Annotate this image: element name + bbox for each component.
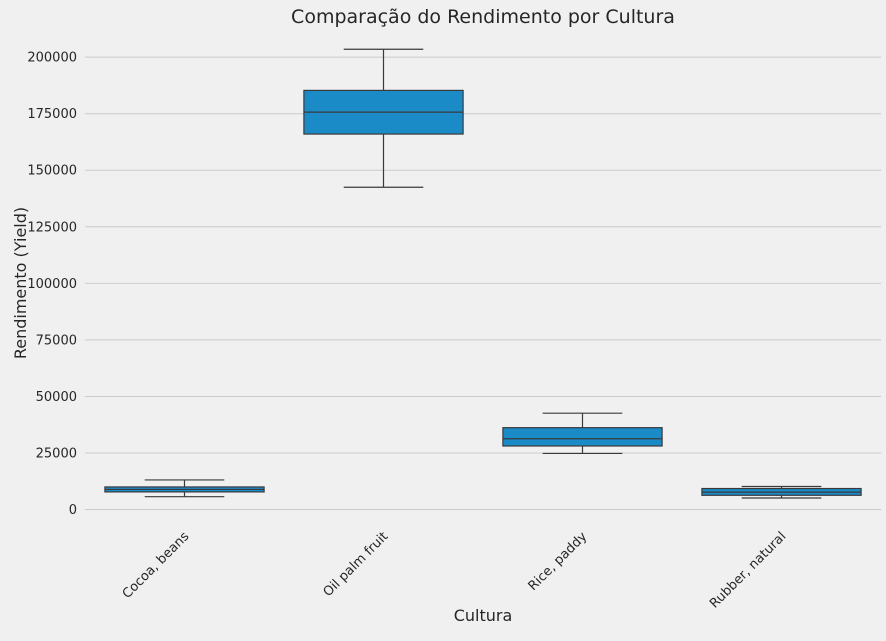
y-axis-title: Rendimento (Yield) bbox=[11, 207, 30, 359]
y-tick-labels: 0 25000 50000 75000 100000 125000 150000 175000… bbox=[27, 51, 77, 518]
y-tick-label: 75000 bbox=[36, 333, 77, 348]
y-tick-label: 25000 bbox=[36, 447, 77, 462]
grid-lines bbox=[85, 56, 881, 511]
y-tick-label: 50000 bbox=[36, 390, 77, 405]
box-group bbox=[104, 479, 265, 498]
y-tick-label: 150000 bbox=[27, 164, 77, 179]
boxes bbox=[104, 48, 862, 499]
y-tick-label: 100000 bbox=[27, 277, 77, 292]
x-axis-title: Cultura bbox=[454, 606, 513, 625]
y-tick-label: 0 bbox=[69, 503, 77, 518]
box-group bbox=[502, 412, 663, 455]
y-tick-label: 200000 bbox=[27, 51, 77, 66]
box-group bbox=[701, 485, 862, 499]
box-group bbox=[303, 48, 464, 188]
y-tick-label: 175000 bbox=[27, 107, 77, 122]
chart-title: Comparação do Rendimento por Cultura bbox=[291, 6, 675, 28]
y-tick-label: 125000 bbox=[27, 220, 77, 235]
box-iqr bbox=[502, 427, 663, 447]
